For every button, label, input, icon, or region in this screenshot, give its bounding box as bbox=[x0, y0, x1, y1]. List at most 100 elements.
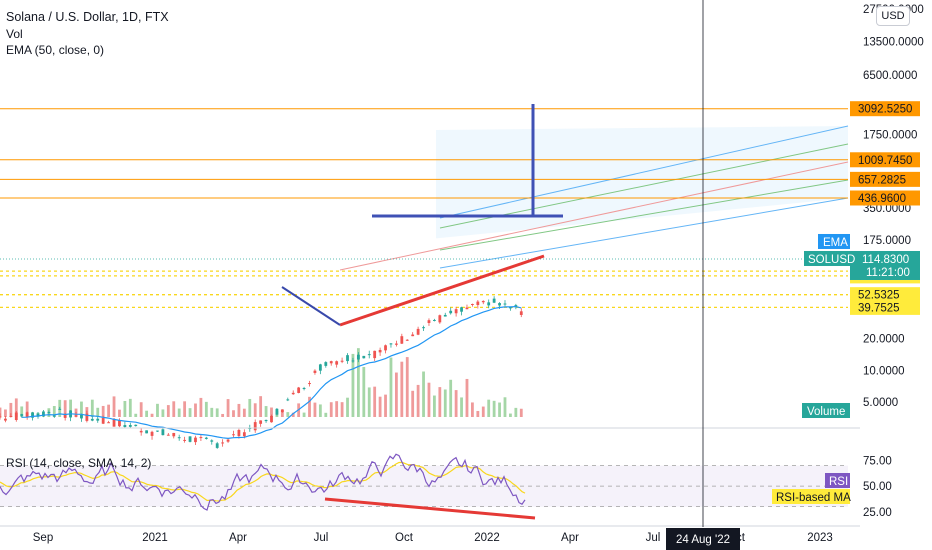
rsi-tick-label: 25.00 bbox=[863, 507, 892, 519]
volume-bar bbox=[443, 389, 447, 417]
currency-button[interactable]: USD bbox=[876, 6, 910, 26]
volume-bar bbox=[324, 412, 328, 417]
candle-body bbox=[443, 314, 447, 317]
volume-bar bbox=[313, 402, 317, 417]
volume-bar bbox=[427, 382, 431, 417]
volume-bar bbox=[422, 371, 425, 417]
candle-body bbox=[177, 437, 181, 439]
candle-body bbox=[90, 418, 94, 421]
candle-body bbox=[356, 354, 360, 360]
volume-bar bbox=[90, 399, 94, 417]
volume-bar bbox=[411, 390, 415, 417]
volume-bar bbox=[118, 409, 121, 417]
volume-bar bbox=[0, 407, 2, 417]
price-tick-label: 20.0000 bbox=[863, 334, 905, 346]
crosshair-date-badge bbox=[666, 528, 740, 550]
volume-bar bbox=[134, 413, 138, 417]
ema-line bbox=[21, 305, 522, 440]
volume-bar bbox=[9, 402, 13, 417]
volume-bar bbox=[63, 400, 67, 417]
time-tick-label: Apr bbox=[561, 532, 579, 544]
price-tick-label: 175.0000 bbox=[863, 235, 911, 247]
volume-bar bbox=[487, 399, 491, 417]
price-badge-label: 39.7525 bbox=[858, 302, 900, 314]
ema-legend[interactable]: EMA (50, close, 0) bbox=[6, 43, 105, 57]
volume-bar bbox=[362, 366, 366, 417]
pitchfork-fill bbox=[436, 126, 848, 239]
candle-body bbox=[156, 430, 159, 432]
volume-bar bbox=[438, 387, 442, 417]
volume-bar bbox=[492, 400, 496, 417]
candle-body bbox=[47, 412, 51, 414]
price-tick-label: 350.0000 bbox=[863, 203, 911, 215]
volume-bar bbox=[14, 398, 18, 417]
candle-body bbox=[471, 304, 474, 306]
volume-bar bbox=[69, 399, 72, 417]
volume-bars bbox=[0, 348, 523, 417]
pitchfork-line bbox=[439, 197, 849, 269]
volume-bar bbox=[4, 409, 7, 417]
volume-bar bbox=[378, 396, 382, 417]
volume-legend[interactable]: Vol bbox=[6, 27, 23, 41]
price-badge-label: 52.5325 bbox=[858, 290, 900, 302]
candle-body bbox=[20, 414, 24, 416]
support-trendline bbox=[339, 254, 545, 327]
candle-body bbox=[199, 437, 203, 439]
candle-body bbox=[373, 350, 377, 359]
candle-body bbox=[14, 412, 18, 420]
volume-bar bbox=[335, 401, 339, 417]
volume-bar bbox=[237, 403, 241, 417]
volume-bar bbox=[280, 409, 284, 417]
volume-bar bbox=[400, 361, 404, 417]
volume-bar bbox=[449, 379, 453, 417]
candle-body bbox=[25, 412, 29, 417]
candle-body bbox=[259, 420, 263, 424]
volume-bar bbox=[416, 384, 420, 417]
volume-bar bbox=[286, 412, 290, 417]
volume-bar bbox=[498, 402, 501, 417]
volume-bar bbox=[52, 406, 56, 417]
rsi-ma-badge bbox=[772, 489, 850, 504]
candle-body bbox=[367, 354, 371, 356]
volume-bar bbox=[476, 410, 480, 417]
volume-bar bbox=[112, 396, 116, 417]
volume-bar bbox=[150, 413, 154, 417]
volume-bar bbox=[302, 412, 306, 417]
volume-bar bbox=[101, 405, 105, 417]
candle-body bbox=[0, 416, 2, 418]
pitchfork-line bbox=[339, 161, 849, 271]
rsi-divergence-line bbox=[324, 497, 536, 520]
candle-body bbox=[242, 432, 246, 437]
volume-bar bbox=[123, 400, 127, 417]
candle-body bbox=[286, 399, 290, 401]
volume-bar bbox=[96, 407, 100, 417]
candle-body bbox=[74, 415, 78, 417]
candle-body bbox=[362, 355, 366, 359]
candle-body bbox=[318, 364, 322, 371]
rsi-legend[interactable]: RSI (14, close, SMA, 14, 2) bbox=[6, 456, 152, 470]
volume-bar bbox=[161, 409, 165, 417]
volume-bar bbox=[405, 357, 409, 417]
candle-body bbox=[31, 412, 34, 418]
volume-bar bbox=[166, 405, 170, 417]
volume-bar bbox=[156, 403, 159, 417]
last-price-badge bbox=[850, 250, 920, 280]
candle-body bbox=[9, 415, 13, 417]
rsi-tick-label: 50.00 bbox=[863, 481, 892, 493]
candle-body bbox=[42, 411, 45, 417]
volume-bar bbox=[264, 406, 268, 417]
volume-bar bbox=[465, 378, 469, 417]
candle-body bbox=[400, 336, 404, 344]
candle-body bbox=[378, 349, 382, 353]
candle-body bbox=[324, 362, 328, 366]
pitchfork-line bbox=[439, 143, 849, 229]
candle-body bbox=[128, 425, 132, 427]
candle-body bbox=[134, 424, 138, 427]
candle-body bbox=[145, 430, 149, 434]
volume-bar bbox=[172, 401, 176, 417]
price-tick-label: 5.0000 bbox=[863, 397, 898, 409]
volume-bar bbox=[20, 406, 24, 417]
rsi-ma-badge-label: RSI-based MA bbox=[776, 492, 851, 504]
volume-bar bbox=[389, 357, 393, 417]
